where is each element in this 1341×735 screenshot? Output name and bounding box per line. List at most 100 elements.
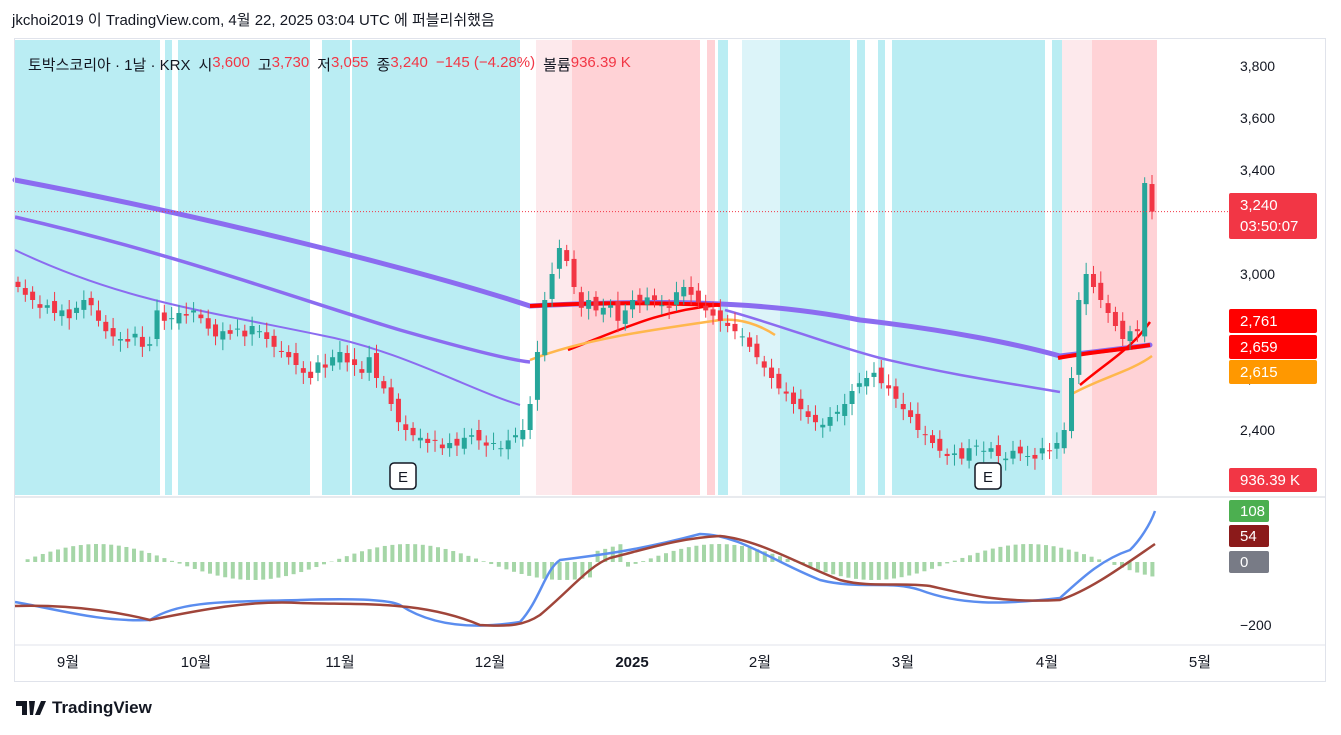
macd-badge-label: 54 [1240,528,1257,545]
macd-histogram-bar [200,562,205,572]
candle-body [666,306,672,308]
candle-body [1149,184,1155,212]
candle-body [139,336,145,347]
macd-histogram-bar [367,549,372,562]
macd-histogram-bar [261,562,266,580]
symbol-name[interactable]: 토박스코리아 · 1날 · KRX [28,57,191,74]
macd-axis-label: −200 [1240,617,1272,633]
price-badge-label: 936.39 K [1240,472,1300,489]
x-tick-label: 2025 [615,654,648,671]
price-badge-sublabel: 03:50:07 [1240,218,1298,235]
macd-histogram-bar [253,562,258,580]
candle-body [783,391,789,394]
macd-histogram-bar [1074,551,1079,562]
macd-histogram-bar [686,547,691,562]
candle-body [600,307,606,315]
candle-body [908,410,914,417]
macd-histogram-bar [816,562,820,570]
macd-badge [1229,551,1269,573]
candle-body [798,398,804,410]
macd-histogram-bar [914,562,919,574]
macd-histogram-bar [428,545,433,562]
macd-histogram-bar [86,544,91,562]
macd-histogram-bar [633,562,638,564]
macd-histogram-bar [823,562,828,573]
candle-body [66,309,72,319]
candle-body [242,330,248,337]
macd-histogram-bar [1006,545,1010,562]
candle-body [630,300,636,310]
macd-histogram-bar [755,549,760,562]
bg-band [572,40,700,495]
candle-body [264,332,270,339]
candle-body [249,326,255,335]
close-label: 종 [376,57,391,74]
macd-histogram-bar [534,562,539,578]
candle-body [534,352,540,400]
macd-histogram-bar [717,544,722,562]
low-label: 저 [317,57,331,74]
y-tick-label: 3,000 [1240,266,1275,282]
price-badge-label: 2,761 [1240,313,1278,330]
price-badge-label: 2,659 [1240,339,1278,356]
candle-body [169,318,175,320]
macd-histogram-bar [360,551,364,562]
candle-body [22,288,28,295]
x-tick-label: 10월 [181,654,212,671]
candle-body [834,411,840,414]
candle-body [717,310,723,321]
candle-body [725,322,731,326]
candle-body [886,385,892,389]
candle-body [417,437,423,441]
macd-histogram-bar [960,557,965,562]
macd-histogram-bar [458,553,463,562]
bg-band [15,40,160,495]
macd-histogram-bar [557,562,562,580]
macd-badge-label: 0 [1240,554,1248,571]
candle-body [454,438,460,446]
macd-histogram-bar [223,562,228,578]
y-tick-label: 3,800 [1240,58,1275,74]
candle-body [52,301,58,313]
macd-histogram-bar [550,562,554,580]
candle-body [637,294,643,303]
candle-body [344,353,350,363]
candle-body [1083,274,1089,305]
candle-body [483,442,489,446]
macd-histogram-bar [618,544,623,562]
chart-frame [14,38,1326,682]
macd-histogram-bar [420,544,425,562]
low-value: 3,055 [330,54,369,71]
candle-body [805,411,811,417]
earnings-marker-label: E [983,469,993,486]
macd-histogram-bar [1142,562,1147,575]
macd-histogram-bar [519,562,524,574]
macd-histogram-bar [656,555,661,562]
macd-histogram-bar [572,562,577,580]
candle-body [1098,282,1104,300]
macd-histogram-bar [352,553,357,562]
candle-body [461,437,467,449]
candle-body [125,339,131,342]
candle-body [622,310,628,324]
macd-histogram-bar [443,548,448,562]
candle-body [498,448,504,450]
candle-body [527,404,533,430]
tradingview-footer[interactable]: TradingView [16,698,152,718]
macd-histogram-bar [208,562,212,574]
bg-band [536,40,572,495]
price-badge [1229,335,1317,359]
candle-body [973,445,979,447]
macd-histogram-bar [671,550,676,562]
high-label: 고 [257,57,272,74]
macd-histogram-bar [854,562,858,579]
macd-histogram-bar [1013,544,1018,562]
macd-histogram-bar [71,546,76,562]
macd-histogram-bar [512,562,516,572]
candle-body [937,438,943,451]
macd-histogram-bar [33,556,38,562]
candle-body [1003,458,1009,461]
bg-band [165,40,172,495]
candle-body [103,321,109,332]
